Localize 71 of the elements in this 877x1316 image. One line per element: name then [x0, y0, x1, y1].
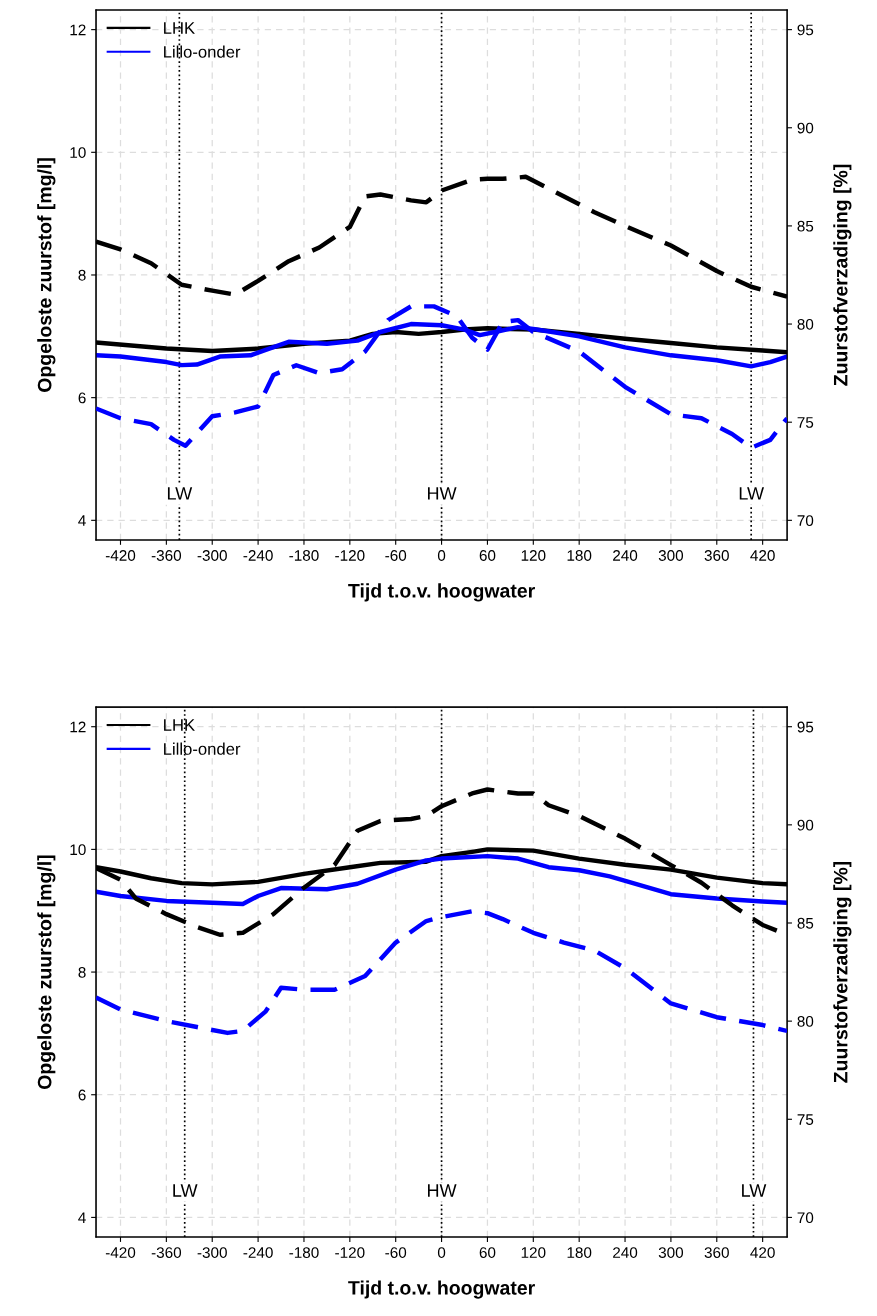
ref-line-label: HW [428, 1184, 457, 1197]
x-tick-label: 0 [437, 1247, 446, 1258]
legend-label: LHK [164, 22, 195, 34]
x-tick-label: 60 [479, 550, 496, 561]
y-tick-label: 10 [70, 147, 86, 158]
x-tick-label: 300 [658, 550, 684, 561]
x-tick-label: -420 [105, 550, 136, 561]
line-series [96, 909, 788, 1036]
x-tick-label: -240 [243, 550, 273, 561]
x-tick-label: -420 [105, 1247, 136, 1258]
y2-tick-label: 85 [797, 220, 814, 232]
y-tick-label: 8 [78, 966, 86, 978]
x-axis-title: Tijd t.o.v. hoogwater [348, 1280, 535, 1299]
x-tick-label: -60 [385, 550, 407, 561]
y-axis-title: Opgeloste zuurstof [mg/l] [37, 855, 56, 1089]
x-tick-label: 420 [750, 1247, 775, 1258]
y2-tick-label: 95 [797, 24, 814, 36]
ref-line-label: LW [167, 487, 193, 500]
x-tick-label: 120 [521, 550, 546, 561]
y2-tick-label: 75 [797, 1114, 814, 1125]
legend-label: Lillo-onder [164, 742, 241, 755]
x-tick-label: 180 [567, 550, 592, 561]
x-tick-label: 240 [613, 1247, 638, 1258]
legend-label: Lillo-onder [164, 45, 241, 58]
y-tick-label: 4 [78, 515, 86, 526]
y-tick-label: 4 [78, 1212, 86, 1223]
y2-tick-label: 70 [797, 1212, 814, 1224]
y2-tick-label: 95 [797, 721, 814, 733]
y2-axis-title: Zuurstofverzadiging [%] [833, 861, 852, 1083]
y2-tick-label: 70 [797, 515, 814, 527]
x-tick-label: 360 [704, 1247, 729, 1258]
y2-tick-label: 90 [797, 122, 814, 134]
y2-tick-label: 80 [797, 318, 814, 330]
x-tick-label: -120 [335, 550, 365, 561]
line-series [96, 853, 788, 907]
y-tick-label: 10 [70, 844, 86, 856]
x-tick-label: 420 [750, 550, 775, 561]
y-tick-label: 12 [70, 24, 86, 36]
y-tick-label: 6 [78, 392, 86, 404]
x-tick-label: -180 [289, 550, 319, 561]
y2-tick-label: 85 [797, 917, 814, 929]
legend-label: LHK [164, 719, 195, 731]
x-tick-label: -60 [385, 1247, 407, 1258]
x-tick-label: -300 [197, 1247, 227, 1258]
x-tick-label: 240 [613, 550, 638, 561]
x-tick-label: -120 [335, 1247, 365, 1258]
line-series [96, 304, 788, 450]
x-tick-label: 180 [567, 1247, 592, 1258]
y-tick-label: 12 [70, 721, 86, 733]
x-tick-label: 60 [479, 1247, 496, 1258]
ref-line-label: HW [428, 487, 457, 500]
y-tick-label: 6 [78, 1089, 86, 1101]
ref-line-label: LW [173, 1184, 198, 1197]
ref-line-label: LW [739, 487, 764, 500]
x-axis-title: Tijd t.o.v. hoogwater [348, 583, 535, 602]
x-tick-label: -360 [151, 550, 182, 561]
x-tick-label: -240 [243, 1247, 273, 1258]
x-tick-label: 300 [658, 1247, 684, 1258]
x-tick-label: 120 [521, 1247, 546, 1258]
y-axis-title: Opgeloste zuurstof [mg/l] [37, 158, 56, 392]
ref-line-label: LW [742, 1184, 767, 1197]
y2-tick-label: 80 [797, 1016, 814, 1027]
x-tick-label: -360 [151, 1247, 182, 1258]
y2-tick-label: 90 [797, 819, 814, 831]
x-tick-label: -300 [197, 550, 227, 561]
x-tick-label: 0 [437, 550, 446, 561]
y2-tick-label: 75 [797, 417, 814, 428]
y-tick-label: 8 [78, 269, 86, 281]
x-tick-label: -180 [289, 1247, 319, 1258]
x-tick-label: 360 [704, 550, 729, 561]
y2-axis-title: Zuurstofverzadiging [%] [833, 164, 852, 386]
